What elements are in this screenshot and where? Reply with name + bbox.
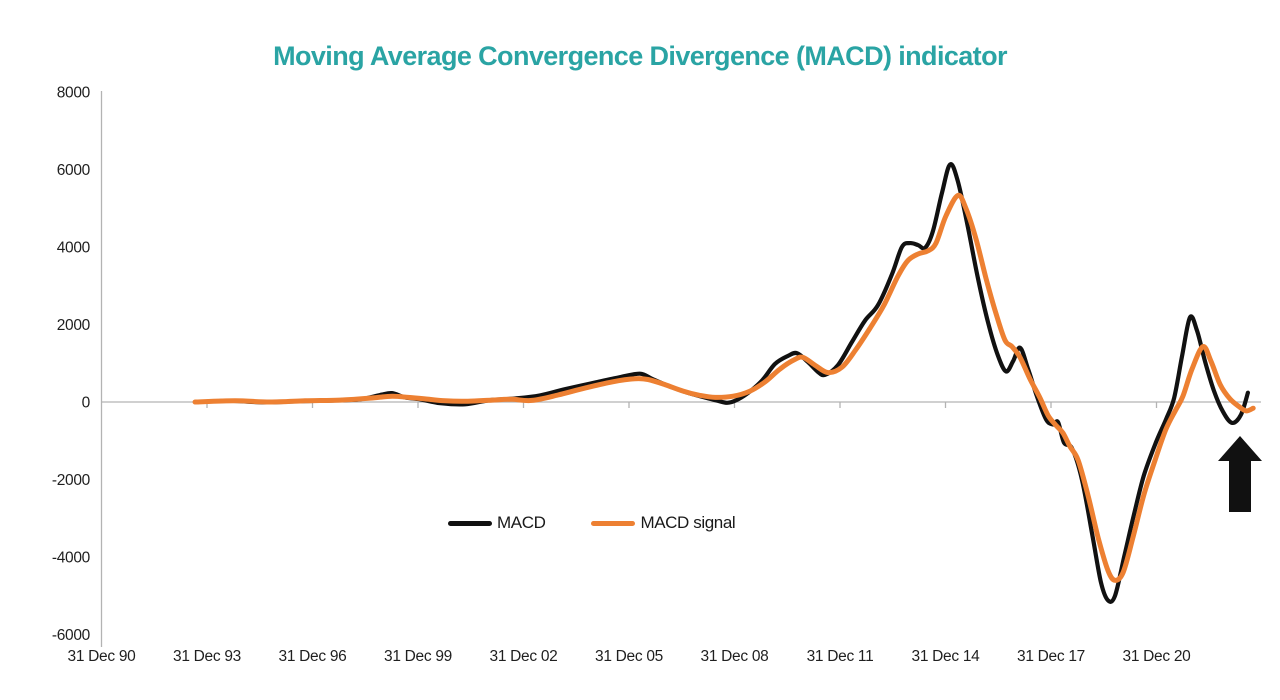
legend-item-macd-signal: MACD signal <box>591 513 736 533</box>
y-axis-label: -2000 <box>52 472 91 489</box>
series-line-macd <box>192 162 1250 604</box>
legend-swatch-macd <box>448 520 492 526</box>
y-axis-label: 8000 <box>57 85 91 102</box>
x-axis-label: 31 Dec 20 <box>1123 648 1192 665</box>
legend-swatch-macd-signal <box>591 520 636 526</box>
chart-title: Moving Average Convergence Divergence (M… <box>273 41 1007 71</box>
x-axis-label: 31 Dec 90 <box>68 648 137 665</box>
chart-legend: MACD MACD signal <box>448 513 736 533</box>
x-axis-label: 31 Dec 05 <box>595 648 663 665</box>
legend-item-macd: MACD <box>448 513 546 533</box>
x-axis-label: 31 Dec 93 <box>173 648 241 665</box>
x-axis-label: 31 Dec 99 <box>384 648 452 665</box>
x-axis-label: 31 Dec 14 <box>912 648 981 665</box>
y-axis-label: 6000 <box>57 162 91 179</box>
x-axis-label: 31 Dec 96 <box>279 648 347 665</box>
up-arrow-annotation <box>1218 436 1262 512</box>
y-axis-label: 0 <box>82 395 91 412</box>
x-axis-label: 31 Dec 11 <box>807 648 874 665</box>
legend-label-macd: MACD <box>497 513 546 532</box>
y-axis-label: 2000 <box>57 317 91 334</box>
y-axis-label: 4000 <box>57 240 91 257</box>
x-axis-label: 31 Dec 02 <box>490 648 558 665</box>
y-axis-label: -6000 <box>52 627 91 644</box>
legend-label-macd-signal: MACD signal <box>640 513 736 532</box>
series-line-macd-signal <box>192 192 1256 583</box>
y-axis-label: -4000 <box>52 550 91 567</box>
x-axis-label: 31 Dec 08 <box>701 648 769 665</box>
x-axis-label: 31 Dec 17 <box>1017 648 1085 665</box>
